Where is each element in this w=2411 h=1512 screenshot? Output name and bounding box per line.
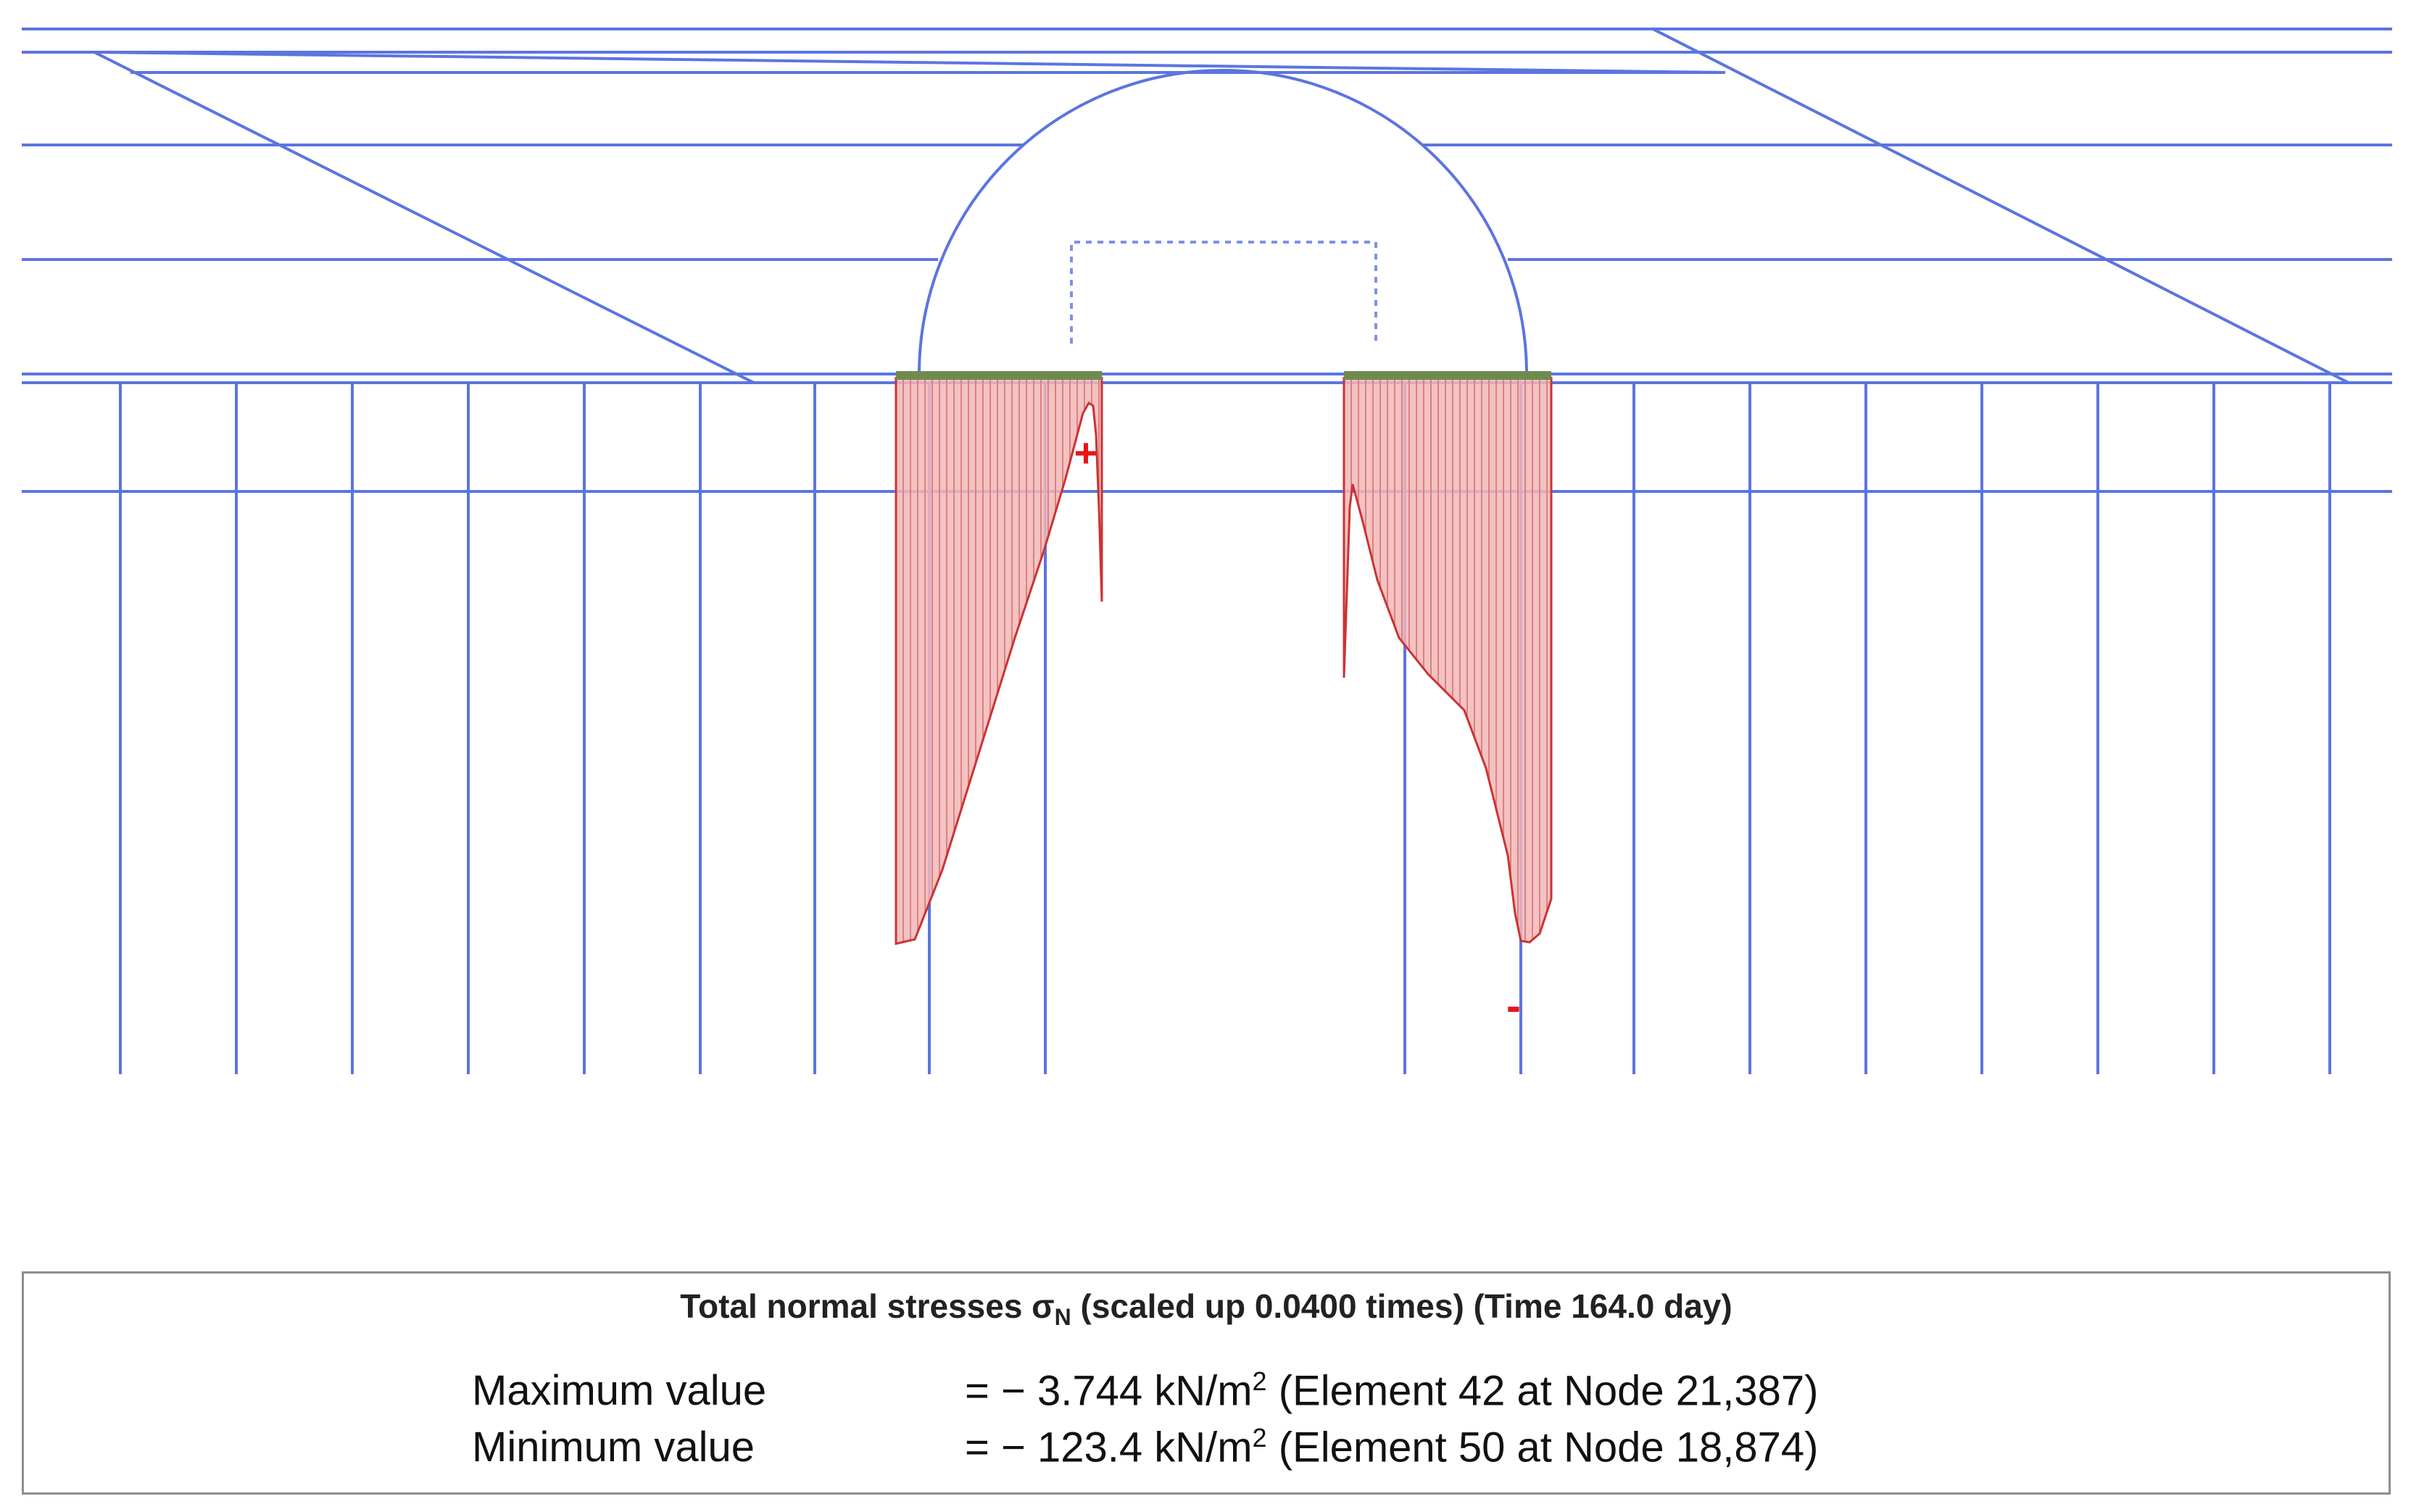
- results-legend: Total normal stresses σN (scaled up 0.04…: [22, 1271, 2391, 1495]
- minimum-value: = − 123.4 kN/m: [965, 1424, 1253, 1471]
- legend-title-text: Total normal stresses σ: [680, 1287, 1055, 1325]
- maximum-value-label: Maximum value: [472, 1367, 767, 1415]
- maximum-value-location: (Element 42 at Node 21,387): [1266, 1367, 1819, 1415]
- mesh-diagonal-right: [1652, 28, 2349, 384]
- minimum-value-label: Minimum value: [472, 1424, 755, 1471]
- maximum-value: = − 3.744 kN/m: [965, 1367, 1253, 1415]
- minimum-marker: -: [1506, 981, 1521, 1030]
- finite-element-mesh: [22, 28, 2392, 1074]
- minimum-value-row: Minimum value = − 123.4 kN/m2 (Element 50…: [472, 1423, 1819, 1471]
- tunnel-crown-arch: [918, 69, 1528, 375]
- maximum-value-row: Maximum value = − 3.744 kN/m2 (Element 42…: [472, 1366, 1819, 1415]
- minimum-value-unit-exponent: 2: [1252, 1423, 1267, 1453]
- stress-fill-right: [1344, 377, 1551, 942]
- tunnel-outline: [918, 69, 1528, 375]
- legend-title-subscript: N: [1054, 1304, 1071, 1331]
- mesh-diagonal-left: [94, 51, 755, 384]
- extreme-value-markers: +-: [1074, 430, 1521, 1030]
- stress-outline-left: [895, 377, 1103, 945]
- stress-diagram-right: [1343, 377, 1553, 944]
- maximum-marker: +: [1074, 430, 1098, 475]
- stress-outline-right: [1343, 377, 1553, 944]
- legend-title: Total normal stresses σN (scaled up 0.04…: [24, 1287, 2389, 1331]
- minimum-value-location: (Element 50 at Node 18,874): [1266, 1424, 1819, 1471]
- mesh-line-sloped: [94, 51, 1726, 74]
- tunnel-inner-boundary: [1070, 241, 1377, 344]
- legend-title-details: (scaled up 0.0400 times) (Time 164.0 day…: [1071, 1287, 1732, 1325]
- maximum-value-unit-exponent: 2: [1252, 1366, 1267, 1396]
- stress-diagram-left: [895, 377, 1103, 945]
